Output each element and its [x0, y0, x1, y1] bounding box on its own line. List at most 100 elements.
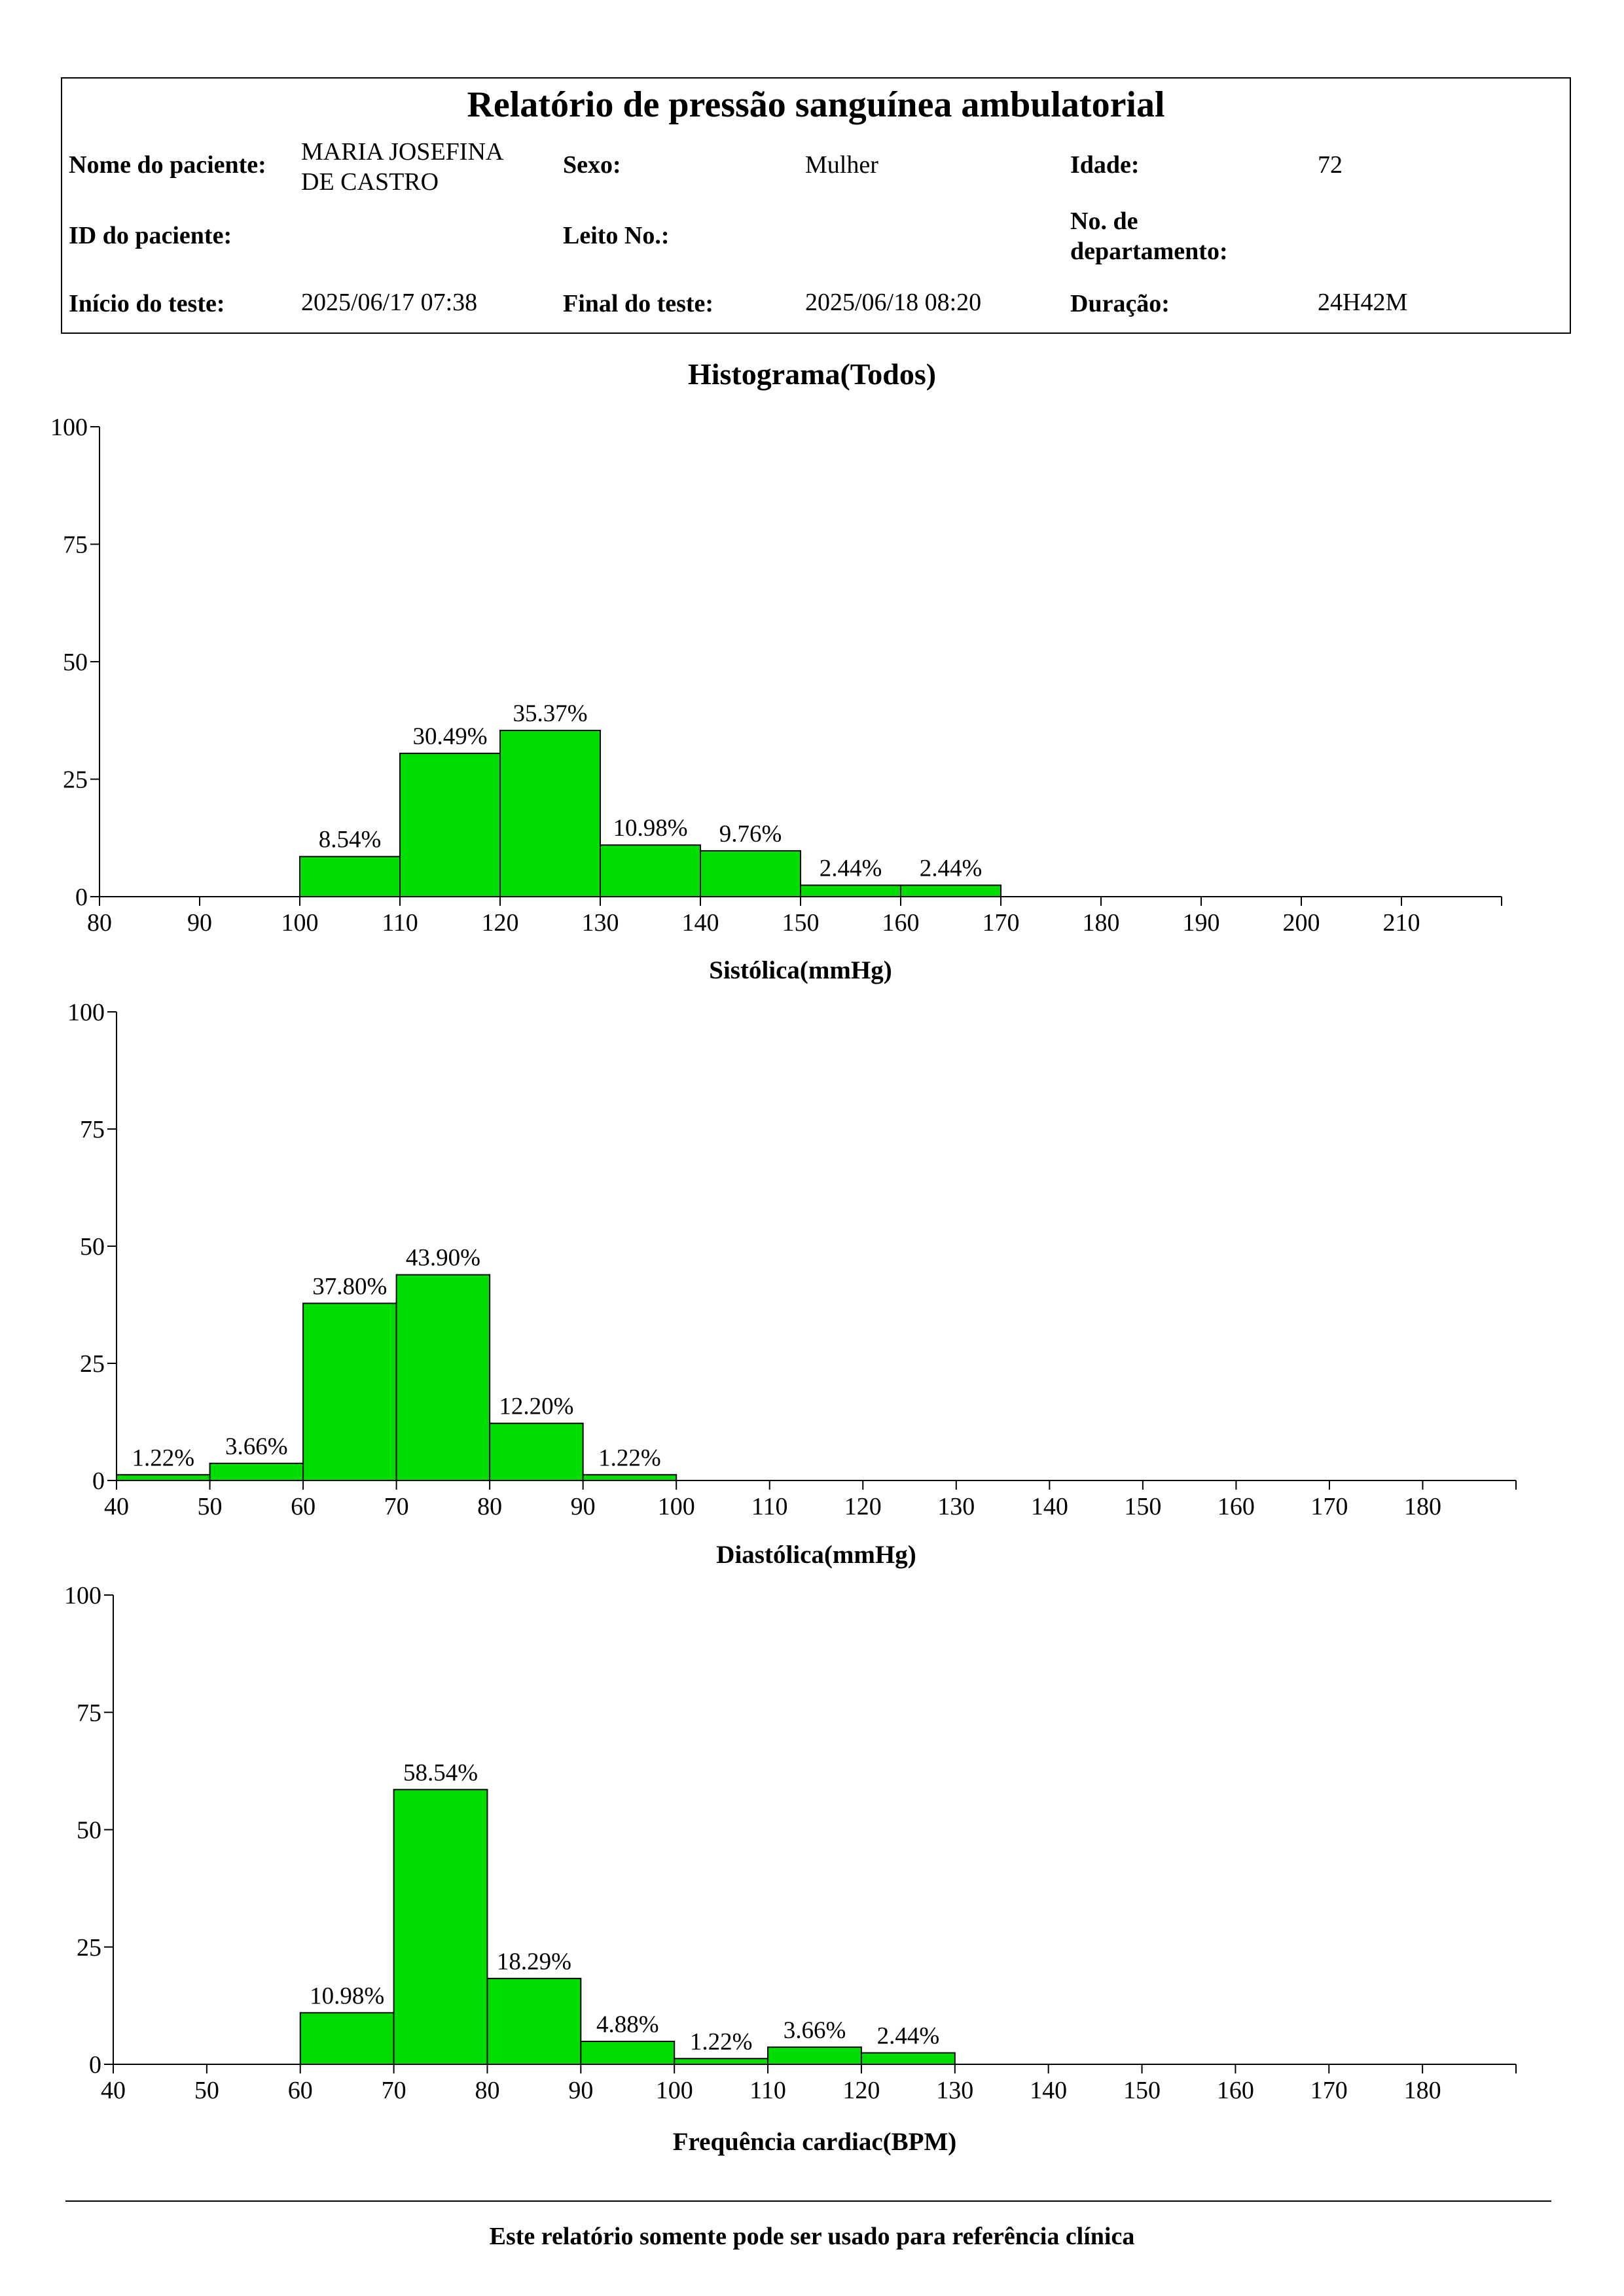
heart-rate-bar-label: 1.22% [690, 2028, 753, 2055]
systolic-x-tick-label: 100 [281, 909, 319, 937]
diastolic-y-tick-label: 75 [80, 1116, 105, 1143]
duration-value: 24H42M [1318, 289, 1408, 316]
heart-rate-bar [580, 2041, 676, 2066]
diastolic-bar-label: 1.22% [132, 1444, 194, 1471]
heart-rate-bar-label: 2.44% [877, 2023, 940, 2050]
systolic-bar [299, 855, 401, 897]
start-label: Início do teste: [69, 290, 225, 317]
systolic-x-tick-label: 190 [1183, 909, 1220, 937]
diastolic-bar [302, 1302, 397, 1482]
systolic-x-tick-label: 160 [882, 909, 920, 937]
end-label: Final do teste: [563, 290, 714, 317]
heart-rate-x-tick-label: 80 [475, 2077, 499, 2104]
heart-rate-y-tick-label: 0 [89, 2051, 101, 2079]
heart-rate-y-tick-label: 25 [77, 1934, 101, 1962]
heart-rate-bar-label: 4.88% [596, 2011, 659, 2038]
patient-name-label: Nome do paciente: [69, 151, 266, 179]
diastolic-x-tick-label: 40 [104, 1493, 129, 1520]
systolic-y-tick-label: 0 [75, 884, 88, 911]
heart-rate-x-tick-label: 170 [1310, 2077, 1348, 2104]
systolic-x-tick-label: 140 [682, 909, 719, 937]
diastolic-y-tick-label: 25 [80, 1350, 105, 1378]
diastolic-y-tick-label: 0 [92, 1467, 105, 1495]
systolic-y-tick-label: 100 [50, 414, 88, 441]
heart-rate-bar [767, 2046, 862, 2066]
systolic-bar [499, 730, 601, 898]
heart-rate-x-tick-label: 120 [842, 2077, 880, 2104]
systolic-bar-label: 8.54% [319, 827, 382, 853]
diastolic-y-tick-label: 100 [67, 999, 105, 1026]
diastolic-y-tick-label: 50 [80, 1233, 105, 1261]
diastolic-bar [209, 1462, 304, 1482]
systolic-x-tick-label: 130 [582, 909, 619, 937]
heart-rate-bar [486, 1977, 582, 2065]
systolic-y-tick-label: 75 [63, 531, 88, 559]
diastolic-bar-label: 12.20% [499, 1393, 573, 1420]
sex-value: Mulher [805, 151, 878, 179]
duration-label: Duração: [1070, 290, 1170, 317]
systolic-y-tick-label: 50 [63, 649, 88, 676]
heart-rate-histogram: 10.98% 58.54% 18.29% 4.88% 1.22% 3.66% 2.44% 0 2… [64, 1582, 1517, 2156]
heart-rate-x-tick-label: 70 [382, 2077, 406, 2104]
diastolic-bar-label: 1.22% [598, 1444, 661, 1471]
diastolic-x-tick-label: 150 [1124, 1493, 1161, 1520]
diastolic-x-tick-label: 90 [571, 1493, 596, 1520]
patient-name-line1: MARIA JOSEFINA [301, 138, 504, 166]
systolic-bar [600, 844, 701, 897]
diastolic-histogram: 1.22% 3.66% 37.80% 43.90% 12.20% 1.22% 0 25 50 75… [67, 999, 1517, 1569]
systolic-bar-label: 2.44% [820, 855, 882, 882]
systolic-x-axis-label: Sistólica(mmHg) [709, 956, 892, 984]
diastolic-x-tick-label: 80 [477, 1493, 502, 1520]
diastolic-x-tick-label: 50 [198, 1493, 223, 1520]
diastolic-x-tick-label: 130 [937, 1493, 975, 1520]
heart-rate-x-tick-label: 40 [101, 2077, 126, 2104]
systolic-bar [800, 884, 901, 898]
heart-rate-bar-label: 3.66% [784, 2017, 846, 2044]
heart-rate-x-tick-label: 60 [288, 2077, 313, 2104]
heart-rate-x-tick-label: 100 [656, 2077, 693, 2104]
heart-rate-x-tick-label: 180 [1404, 2077, 1441, 2104]
heart-rate-x-tick-label: 140 [1030, 2077, 1067, 2104]
diastolic-x-tick-label: 100 [658, 1493, 695, 1520]
heart-rate-x-tick-label: 130 [936, 2077, 973, 2104]
heart-rate-x-tick-label: 50 [194, 2077, 219, 2104]
footer-note: Este relatório somente pode ser usado pa… [489, 2223, 1135, 2250]
heart-rate-x-tick-label: 90 [568, 2077, 593, 2104]
diastolic-bar [489, 1422, 584, 1481]
report-title: Relatório de pressão sanguínea ambulator… [467, 84, 1165, 125]
systolic-bar-label: 35.37% [513, 700, 587, 727]
diastolic-bar [116, 1474, 211, 1482]
report-header: Relatório de pressão sanguínea ambulator… [61, 77, 1571, 334]
diastolic-x-tick-label: 120 [844, 1493, 882, 1520]
department-label-line2: departamento: [1070, 238, 1228, 265]
systolic-x-tick-label: 210 [1383, 909, 1420, 937]
systolic-x-tick-label: 200 [1283, 909, 1320, 937]
heart-rate-y-tick-label: 100 [64, 1582, 101, 1609]
systolic-bar [700, 850, 801, 898]
systolic-bar-label: 2.44% [920, 855, 983, 882]
diastolic-x-tick-label: 60 [291, 1493, 316, 1520]
diastolic-bar-label: 3.66% [225, 1433, 288, 1460]
systolic-x-tick-label: 150 [782, 909, 820, 937]
systolic-x-tick-label: 180 [1083, 909, 1120, 937]
diastolic-bar-label: 37.80% [312, 1273, 387, 1300]
systolic-x-tick-label: 120 [482, 909, 519, 937]
age-label: Idade: [1070, 151, 1140, 179]
systolic-x-tick-label: 170 [983, 909, 1020, 937]
diastolic-bar-label: 43.90% [406, 1245, 480, 1272]
patient-id-label: ID do paciente: [69, 222, 232, 249]
patient-name-line2: DE CASTRO [301, 168, 439, 196]
age-value: 72 [1318, 151, 1343, 179]
histogram-title: Histograma(Todos) [687, 357, 937, 391]
systolic-bar-label: 30.49% [412, 723, 487, 750]
heart-rate-bar [860, 2052, 956, 2065]
department-label-line1: No. de [1070, 207, 1138, 235]
footer-divider [65, 2200, 1551, 2202]
systolic-bar [399, 753, 501, 897]
heart-rate-bar [393, 1789, 488, 2066]
diastolic-x-tick-label: 160 [1218, 1493, 1255, 1520]
heart-rate-x-tick-label: 150 [1123, 2077, 1161, 2104]
heart-rate-x-tick-label: 160 [1217, 2077, 1254, 2104]
systolic-y-tick-label: 25 [63, 766, 88, 794]
heart-rate-x-axis-label: Frequência cardiac(BPM) [673, 2128, 957, 2156]
